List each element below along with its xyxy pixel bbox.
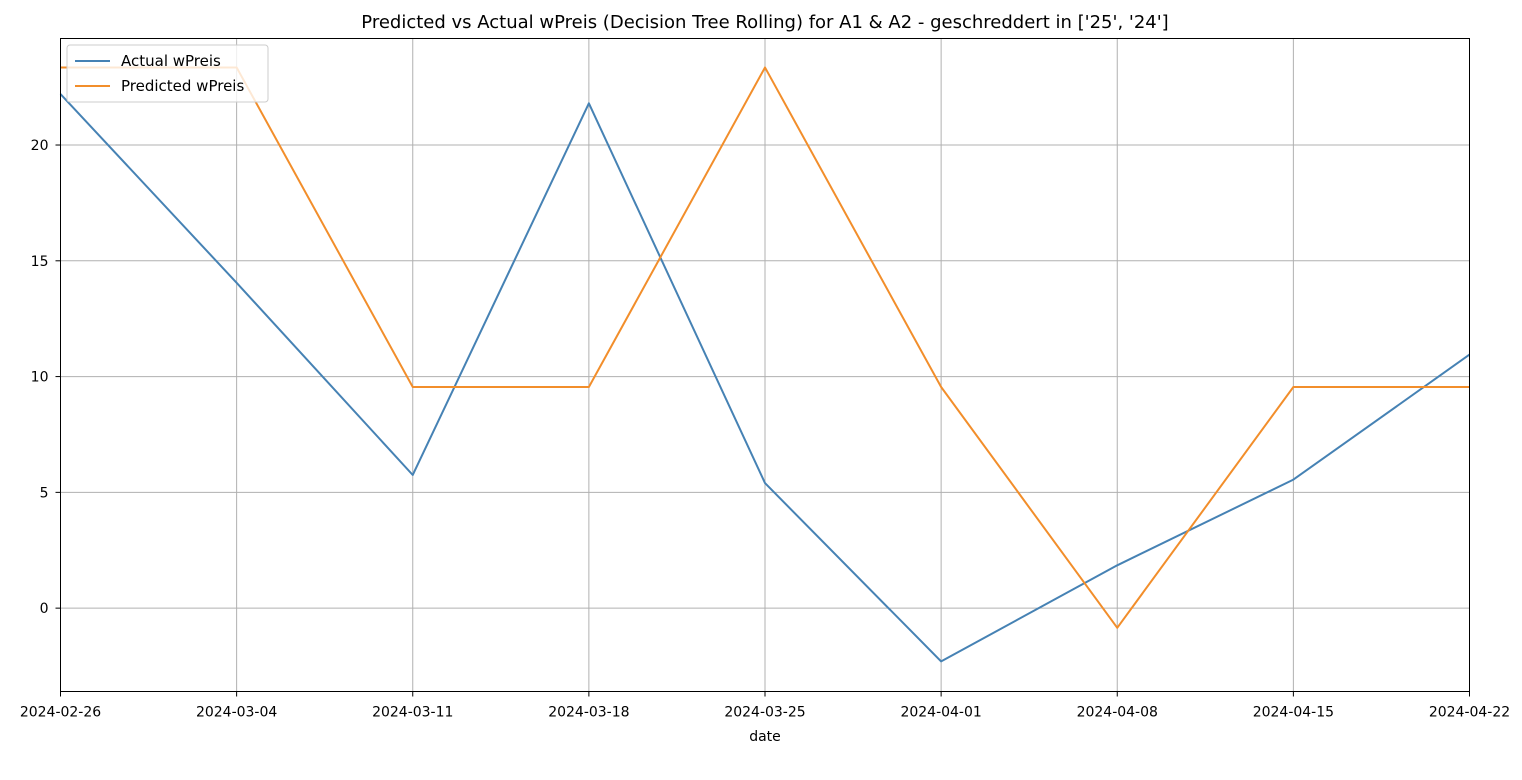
x-tick-label: 2024-03-11: [372, 705, 453, 721]
y-tick-label: 0: [40, 601, 49, 617]
series-lines: [59, 66, 1471, 663]
x-tick-label: 2024-04-01: [900, 705, 981, 721]
series-line-actual-wpreis: [59, 93, 1471, 663]
legend-label-actual: Actual wPreis: [121, 52, 221, 70]
x-tick-label: 2024-04-15: [1253, 705, 1334, 721]
y-tick-label: 5: [40, 485, 49, 501]
series-line-predicted-wpreis: [60, 66, 1470, 629]
chart-title: Predicted vs Actual wPreis (Decision Tre…: [361, 12, 1168, 33]
legend-box: [66, 44, 269, 103]
legend-label-predicted: Predicted wPreis: [121, 77, 244, 95]
x-tick-label: 2024-03-18: [548, 705, 629, 721]
x-tick-label: 2024-03-04: [196, 705, 277, 721]
y-tick-label: 20: [31, 138, 49, 154]
legend: Actual wPreis Predicted wPreis: [66, 44, 269, 103]
x-tick-label: 2024-04-22: [1429, 705, 1510, 721]
x-tick-label: 2024-03-25: [724, 705, 805, 721]
x-axis-label: date: [749, 729, 781, 745]
y-tick-label: 10: [31, 370, 49, 386]
x-gridlines: [60, 38, 1470, 692]
y-tick-label: 15: [31, 254, 49, 270]
x-tick-label: 2024-02-26: [20, 705, 101, 721]
x-axis-ticks: 2024-02-26 2024-03-04 2024-03-11 2024-03-18…: [20, 691, 1510, 721]
y-axis-ticks: 0 5 10 15 20: [31, 138, 61, 617]
x-tick-label: 2024-04-08: [1077, 705, 1158, 721]
y-gridlines: [60, 144, 1470, 609]
